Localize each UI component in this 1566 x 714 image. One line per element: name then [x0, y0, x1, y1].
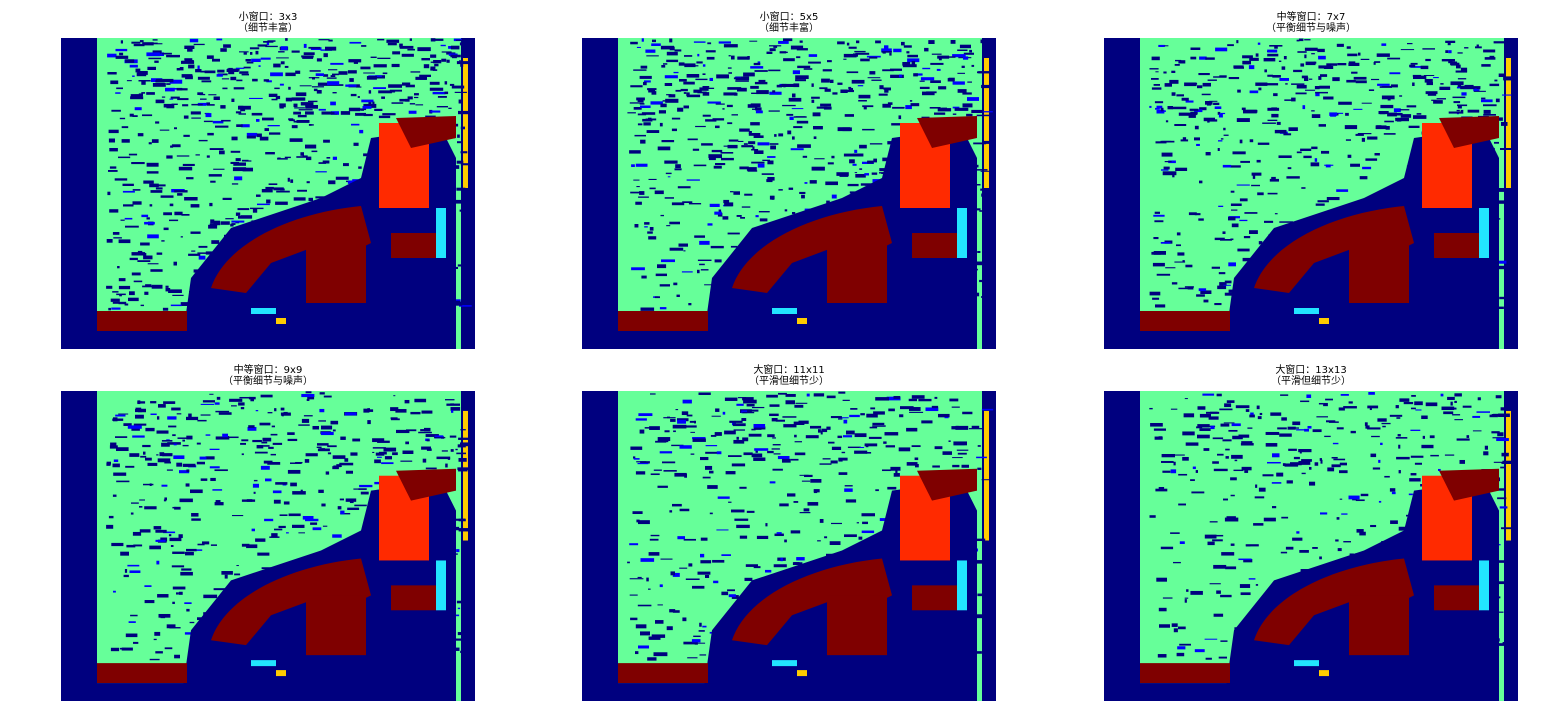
cyan-edge-highlight: [436, 208, 446, 258]
right-edge-yellow: [463, 58, 468, 188]
cyan-highlight: [772, 308, 797, 314]
disparity-panel-13x13: 大窗口：13x13 （平滑但细节少）: [1104, 365, 1518, 701]
bottom-left-bar: [618, 663, 708, 683]
yellow-highlight: [1319, 318, 1329, 324]
panel-title-window: 中等窗口：9x9: [61, 365, 475, 376]
disparity-panel-11x11: 大窗口：11x11 （平滑但细节少）: [582, 365, 996, 701]
cyan-edge-highlight: [1479, 560, 1489, 610]
bottom-left-shadow: [97, 331, 192, 349]
panel-title-note: （细节丰富）: [61, 23, 475, 34]
panel-title-window: 中等窗口：7x7: [1104, 12, 1518, 23]
panel-title-note: （平衡细节与噪声）: [1104, 23, 1518, 34]
disparity-map-image: [582, 391, 996, 701]
bottom-left-bar: [97, 311, 187, 331]
machine-block-region: [1434, 585, 1479, 610]
machine-body-region: [306, 595, 366, 655]
disparity-panel-7x7: 中等窗口：7x7 （平衡细节与噪声）: [1104, 12, 1518, 349]
left-invalid-strip: [1104, 38, 1140, 349]
panel-title-window: 小窗口：5x5: [582, 12, 996, 23]
machine-block-region: [391, 585, 436, 610]
machine-body-region: [827, 595, 887, 655]
panel-title: 小窗口：5x5 （细节丰富）: [582, 12, 996, 38]
bottom-left-bar: [97, 663, 187, 683]
cyan-edge-highlight: [957, 560, 967, 610]
bottom-left-bar: [618, 311, 708, 331]
bottom-left-shadow: [618, 331, 713, 349]
bottom-left-shadow: [1140, 331, 1235, 349]
panel-title-window: 大窗口：13x13: [1104, 365, 1518, 376]
panel-title-note: （细节丰富）: [582, 23, 996, 34]
bottom-left-shadow: [97, 683, 192, 701]
cyan-highlight: [251, 660, 276, 666]
machine-block-region: [912, 585, 957, 610]
disparity-map-image: [582, 38, 996, 349]
left-invalid-strip: [61, 38, 97, 349]
panel-title-note: （平衡细节与噪声）: [61, 376, 475, 387]
right-edge-yellow: [984, 58, 989, 188]
panel-title: 大窗口：11x11 （平滑但细节少）: [582, 365, 996, 391]
machine-block-region: [391, 233, 436, 258]
disparity-panel-5x5: 小窗口：5x5 （细节丰富）: [582, 12, 996, 349]
bottom-left-shadow: [618, 683, 713, 701]
yellow-highlight: [797, 670, 807, 676]
cyan-edge-highlight: [957, 208, 967, 258]
panel-title: 小窗口：3x3 （细节丰富）: [61, 12, 475, 38]
disparity-map-image: [1104, 391, 1518, 701]
cyan-edge-highlight: [1479, 208, 1489, 258]
disparity-map-image: [61, 38, 475, 349]
panel-title: 大窗口：13x13 （平滑但细节少）: [1104, 365, 1518, 391]
cyan-highlight: [1294, 660, 1319, 666]
yellow-highlight: [1319, 670, 1329, 676]
left-invalid-strip: [61, 391, 97, 701]
panel-title-note: （平滑但细节少）: [1104, 376, 1518, 387]
bottom-left-bar: [1140, 663, 1230, 683]
panel-title: 中等窗口：9x9 （平衡细节与噪声）: [61, 365, 475, 391]
disparity-map-image: [61, 391, 475, 701]
panel-title: 中等窗口：7x7 （平衡细节与噪声）: [1104, 12, 1518, 38]
right-edge-yellow: [984, 411, 989, 541]
yellow-highlight: [276, 670, 286, 676]
machine-body-region: [306, 243, 366, 303]
disparity-panel-9x9: 中等窗口：9x9 （平衡细节与噪声）: [61, 365, 475, 701]
disparity-map-image: [1104, 38, 1518, 349]
panel-title-window: 大窗口：11x11: [582, 365, 996, 376]
left-invalid-strip: [582, 38, 618, 349]
machine-body-region: [827, 243, 887, 303]
right-edge-yellow: [1506, 411, 1511, 541]
cyan-highlight: [772, 660, 797, 666]
machine-block-region: [1434, 233, 1479, 258]
cyan-highlight: [1294, 308, 1319, 314]
yellow-highlight: [276, 318, 286, 324]
machine-block-region: [912, 233, 957, 258]
bottom-left-shadow: [1140, 683, 1235, 701]
yellow-highlight: [797, 318, 807, 324]
machine-body-region: [1349, 595, 1409, 655]
machine-body-region: [1349, 243, 1409, 303]
left-invalid-strip: [1104, 391, 1140, 701]
panel-title-note: （平滑但细节少）: [582, 376, 996, 387]
left-invalid-strip: [582, 391, 618, 701]
panel-title-window: 小窗口：3x3: [61, 12, 475, 23]
cyan-highlight: [251, 308, 276, 314]
cyan-edge-highlight: [436, 560, 446, 610]
disparity-panel-3x3: 小窗口：3x3 （细节丰富）: [61, 12, 475, 349]
bottom-left-bar: [1140, 311, 1230, 331]
